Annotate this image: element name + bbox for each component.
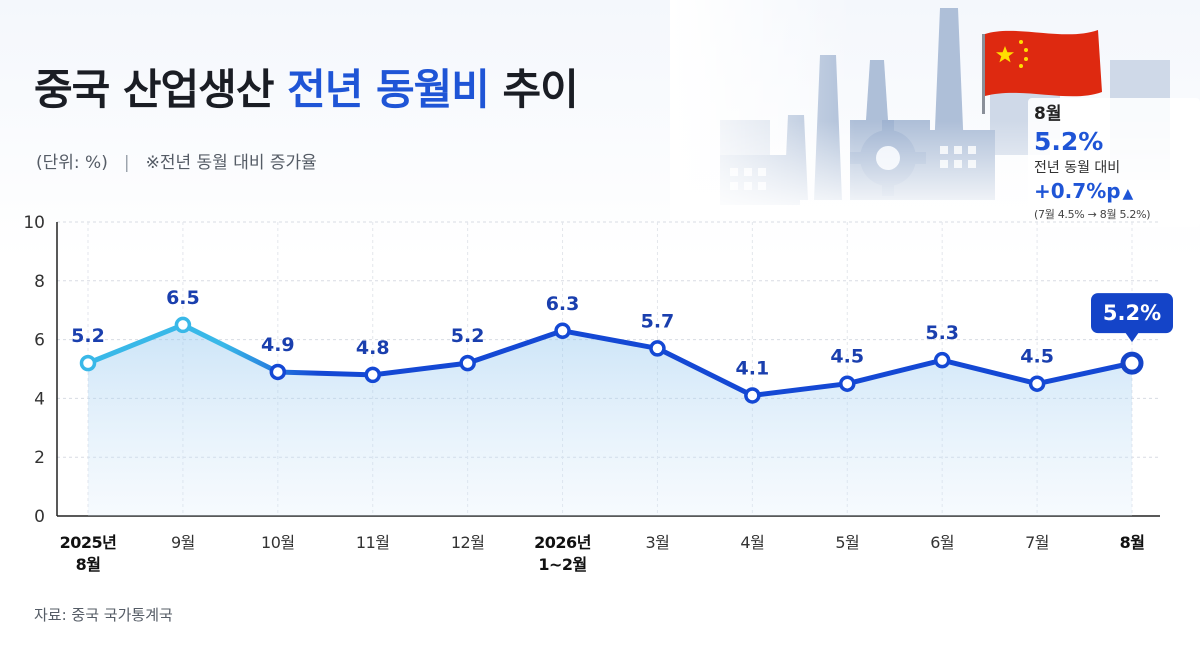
x-tick-label: 8월 (1120, 533, 1145, 552)
x-tick-label-line: 9월 (171, 533, 195, 552)
data-label: 5.3 (925, 322, 959, 344)
x-tick-label-line: 4월 (740, 533, 764, 552)
x-tick-label: 5월 (835, 533, 859, 552)
x-tick-label: 9월 (171, 533, 195, 552)
data-point (79, 354, 97, 372)
data-point (269, 363, 287, 381)
data-point (174, 316, 192, 334)
info-month: 8월 (1034, 104, 1062, 124)
source-note: 자료: 중국 국가통계국 (34, 606, 173, 624)
data-label: 6.5 (166, 287, 200, 309)
data-label: 5.2 (451, 325, 485, 347)
x-tick-label: 7월 (1025, 533, 1049, 552)
subtitle-separator: | (123, 153, 130, 173)
info-box: 8월 5.2% 전년 동월 대비 +0.7%p ▲ (7월 4.5% → 8월 5… (1028, 98, 1200, 227)
y-tick-label: 0 (34, 507, 45, 527)
x-tick-label-line: 6월 (930, 533, 954, 552)
info-change-value: +0.7%p (1034, 179, 1121, 203)
x-tick-label: 11월 (356, 533, 390, 552)
info-detail: (7월 4.5% → 8월 5.2%) (1034, 208, 1151, 221)
data-label: 4.5 (830, 346, 864, 368)
subtitle: (단위: %) | ※전년 동월 대비 증가율 (36, 148, 317, 173)
data-label: 4.5 (1020, 346, 1054, 368)
x-tick-label-line: 8월 (1120, 533, 1145, 552)
data-label: 6.3 (546, 293, 580, 315)
x-tick-label: 2026년 1~2월 (534, 533, 591, 574)
info-change: +0.7%p ▲ (1034, 178, 1194, 207)
data-point (1028, 375, 1046, 392)
x-tick-label-line: 2025년 (60, 533, 117, 552)
x-tick-label-line: 10월 (261, 533, 295, 552)
data-label: 5.2 (71, 325, 105, 347)
x-tick-label: 3월 (646, 533, 670, 552)
data-point (364, 366, 381, 384)
y-tick-label: 10 (23, 213, 45, 233)
up-arrow-icon: ▲ (1122, 186, 1134, 202)
series-line (85, 322, 1135, 398)
data-label: 4.9 (261, 334, 295, 356)
data-label: 4.1 (736, 357, 770, 379)
info-value: 5.2% (1034, 127, 1104, 156)
x-tick-label: 2025년 8월 (60, 533, 117, 574)
data-point (459, 354, 476, 372)
data-point (839, 375, 856, 392)
x-tick-label-line: 7월 (1025, 533, 1049, 552)
x-tick-label-line: 5월 (835, 533, 859, 552)
highlight-callout-box (1091, 293, 1173, 334)
x-tick-label: 12월 (451, 533, 485, 552)
unit-label: (단위: %) (36, 153, 108, 173)
data-point (1120, 351, 1144, 375)
data-label: 4.8 (356, 337, 390, 359)
y-tick-label: 8 (34, 272, 45, 292)
page-title: 중국 산업생산 전년 동월비 추이 (34, 56, 579, 117)
title-highlight: 전년 동월비 (287, 65, 490, 114)
title-part1: 중국 산업생산 (34, 65, 274, 114)
data-point (744, 387, 761, 404)
china-flag (982, 30, 1102, 114)
data-point (554, 322, 571, 340)
info-label: 전년 동월 대비 (1034, 160, 1121, 176)
x-tick-label-line: 8월 (76, 555, 101, 574)
highlight-callout-label: 5.2% (1103, 301, 1161, 325)
x-tick-label: 10월 (261, 533, 295, 552)
y-tick-label: 2 (34, 448, 45, 468)
data-point (649, 340, 666, 357)
x-tick-label-line: 2026년 (534, 533, 591, 552)
data-label: 5.7 (641, 310, 675, 332)
data-point (933, 351, 951, 369)
x-tick-label: 6월 (930, 533, 954, 552)
highlight-callout-pointer (1125, 332, 1139, 343)
x-tick-label: 4월 (740, 533, 764, 552)
series-area (88, 324, 1132, 516)
title-part3: 추이 (502, 65, 579, 114)
x-tick-label-line: 3월 (646, 533, 670, 552)
x-tick-label-line: 1~2월 (538, 555, 586, 574)
x-tick-label-line: 12월 (451, 533, 485, 552)
y-tick-label: 4 (34, 389, 45, 409)
note-label: ※전년 동월 대비 증가율 (145, 153, 317, 173)
x-tick-label-line: 11월 (356, 533, 390, 552)
y-tick-label: 6 (34, 331, 45, 351)
